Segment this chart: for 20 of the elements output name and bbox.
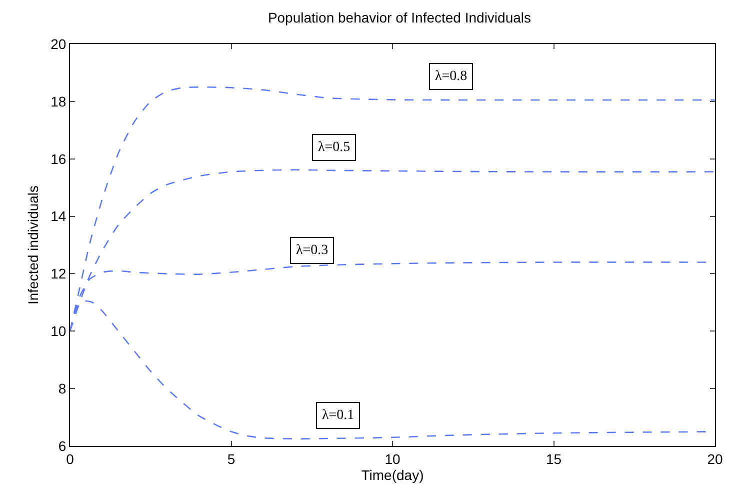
y-tick-label: 8 (58, 380, 66, 396)
series-label: λ=0.8 (435, 69, 468, 84)
y-tick-label: 6 (58, 438, 66, 454)
y-tick-label: 20 (50, 36, 66, 52)
y-tick-label: 12 (50, 266, 66, 282)
y-tick-label: 16 (50, 150, 66, 167)
series-label: λ=0.5 (318, 140, 350, 155)
x-tick-label: 20 (707, 450, 723, 467)
x-tick-label: 0 (66, 450, 74, 467)
y-tick-label: 18 (50, 93, 66, 110)
x-tick-label: 5 (227, 450, 236, 467)
x-axis-title: Time(day) (361, 466, 424, 483)
y-axis-title: Infected individuals (25, 185, 42, 305)
y-tick-label: 10 (50, 323, 66, 340)
chart-title: Population behavior of Infected Individuals (268, 9, 532, 26)
x-tick-label: 15 (546, 450, 562, 467)
y-tick-label: 14 (50, 208, 66, 224)
series-label: λ=0.3 (296, 243, 328, 258)
x-tick-label: 10 (384, 450, 400, 467)
series-label: λ=0.1 (322, 408, 354, 423)
